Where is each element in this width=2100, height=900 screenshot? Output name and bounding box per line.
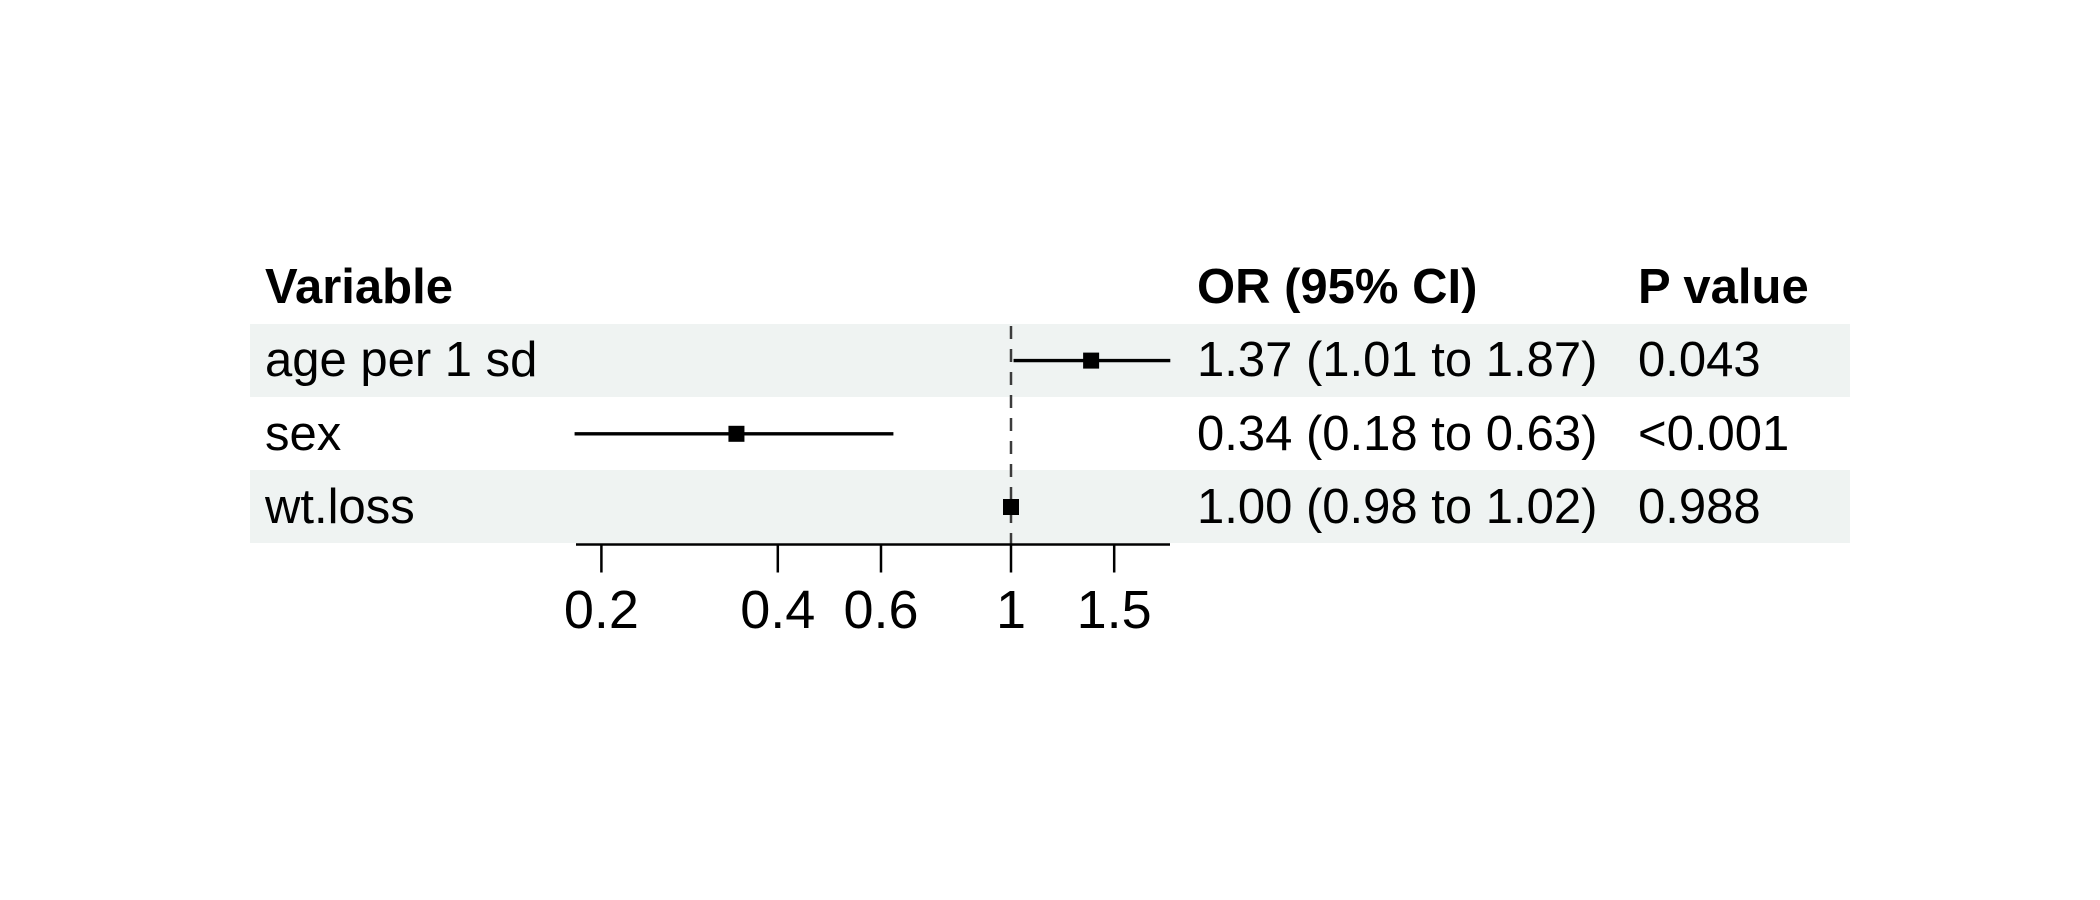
or-marker	[1083, 352, 1100, 369]
row-p-value: 0.043	[1638, 333, 1761, 387]
x-tick-label: 0.2	[564, 580, 639, 640]
x-tick-label: 1.5	[1077, 580, 1152, 640]
row-label: sex	[265, 407, 342, 461]
x-tick-label: 1	[996, 580, 1026, 640]
or-marker	[728, 425, 745, 442]
column-header-or-ci: OR (95% CI)	[1197, 260, 1478, 314]
x-tick-label: 0.6	[843, 580, 918, 640]
row-or-ci: 1.00 (0.98 to 1.02)	[1197, 480, 1598, 534]
row-p-value: 0.988	[1638, 480, 1761, 534]
row-p-value: <0.001	[1638, 407, 1790, 461]
column-header-p-value: P value	[1638, 260, 1809, 314]
row-or-ci: 0.34 (0.18 to 0.63)	[1197, 407, 1598, 461]
or-marker	[1003, 499, 1019, 515]
column-header-variable: Variable	[265, 260, 453, 314]
row-label: age per 1 sd	[265, 333, 538, 387]
row-or-ci: 1.37 (1.01 to 1.87)	[1197, 333, 1598, 387]
x-tick-label: 0.4	[740, 580, 815, 640]
row-band-3	[250, 470, 1850, 543]
row-label: wt.loss	[265, 480, 415, 534]
